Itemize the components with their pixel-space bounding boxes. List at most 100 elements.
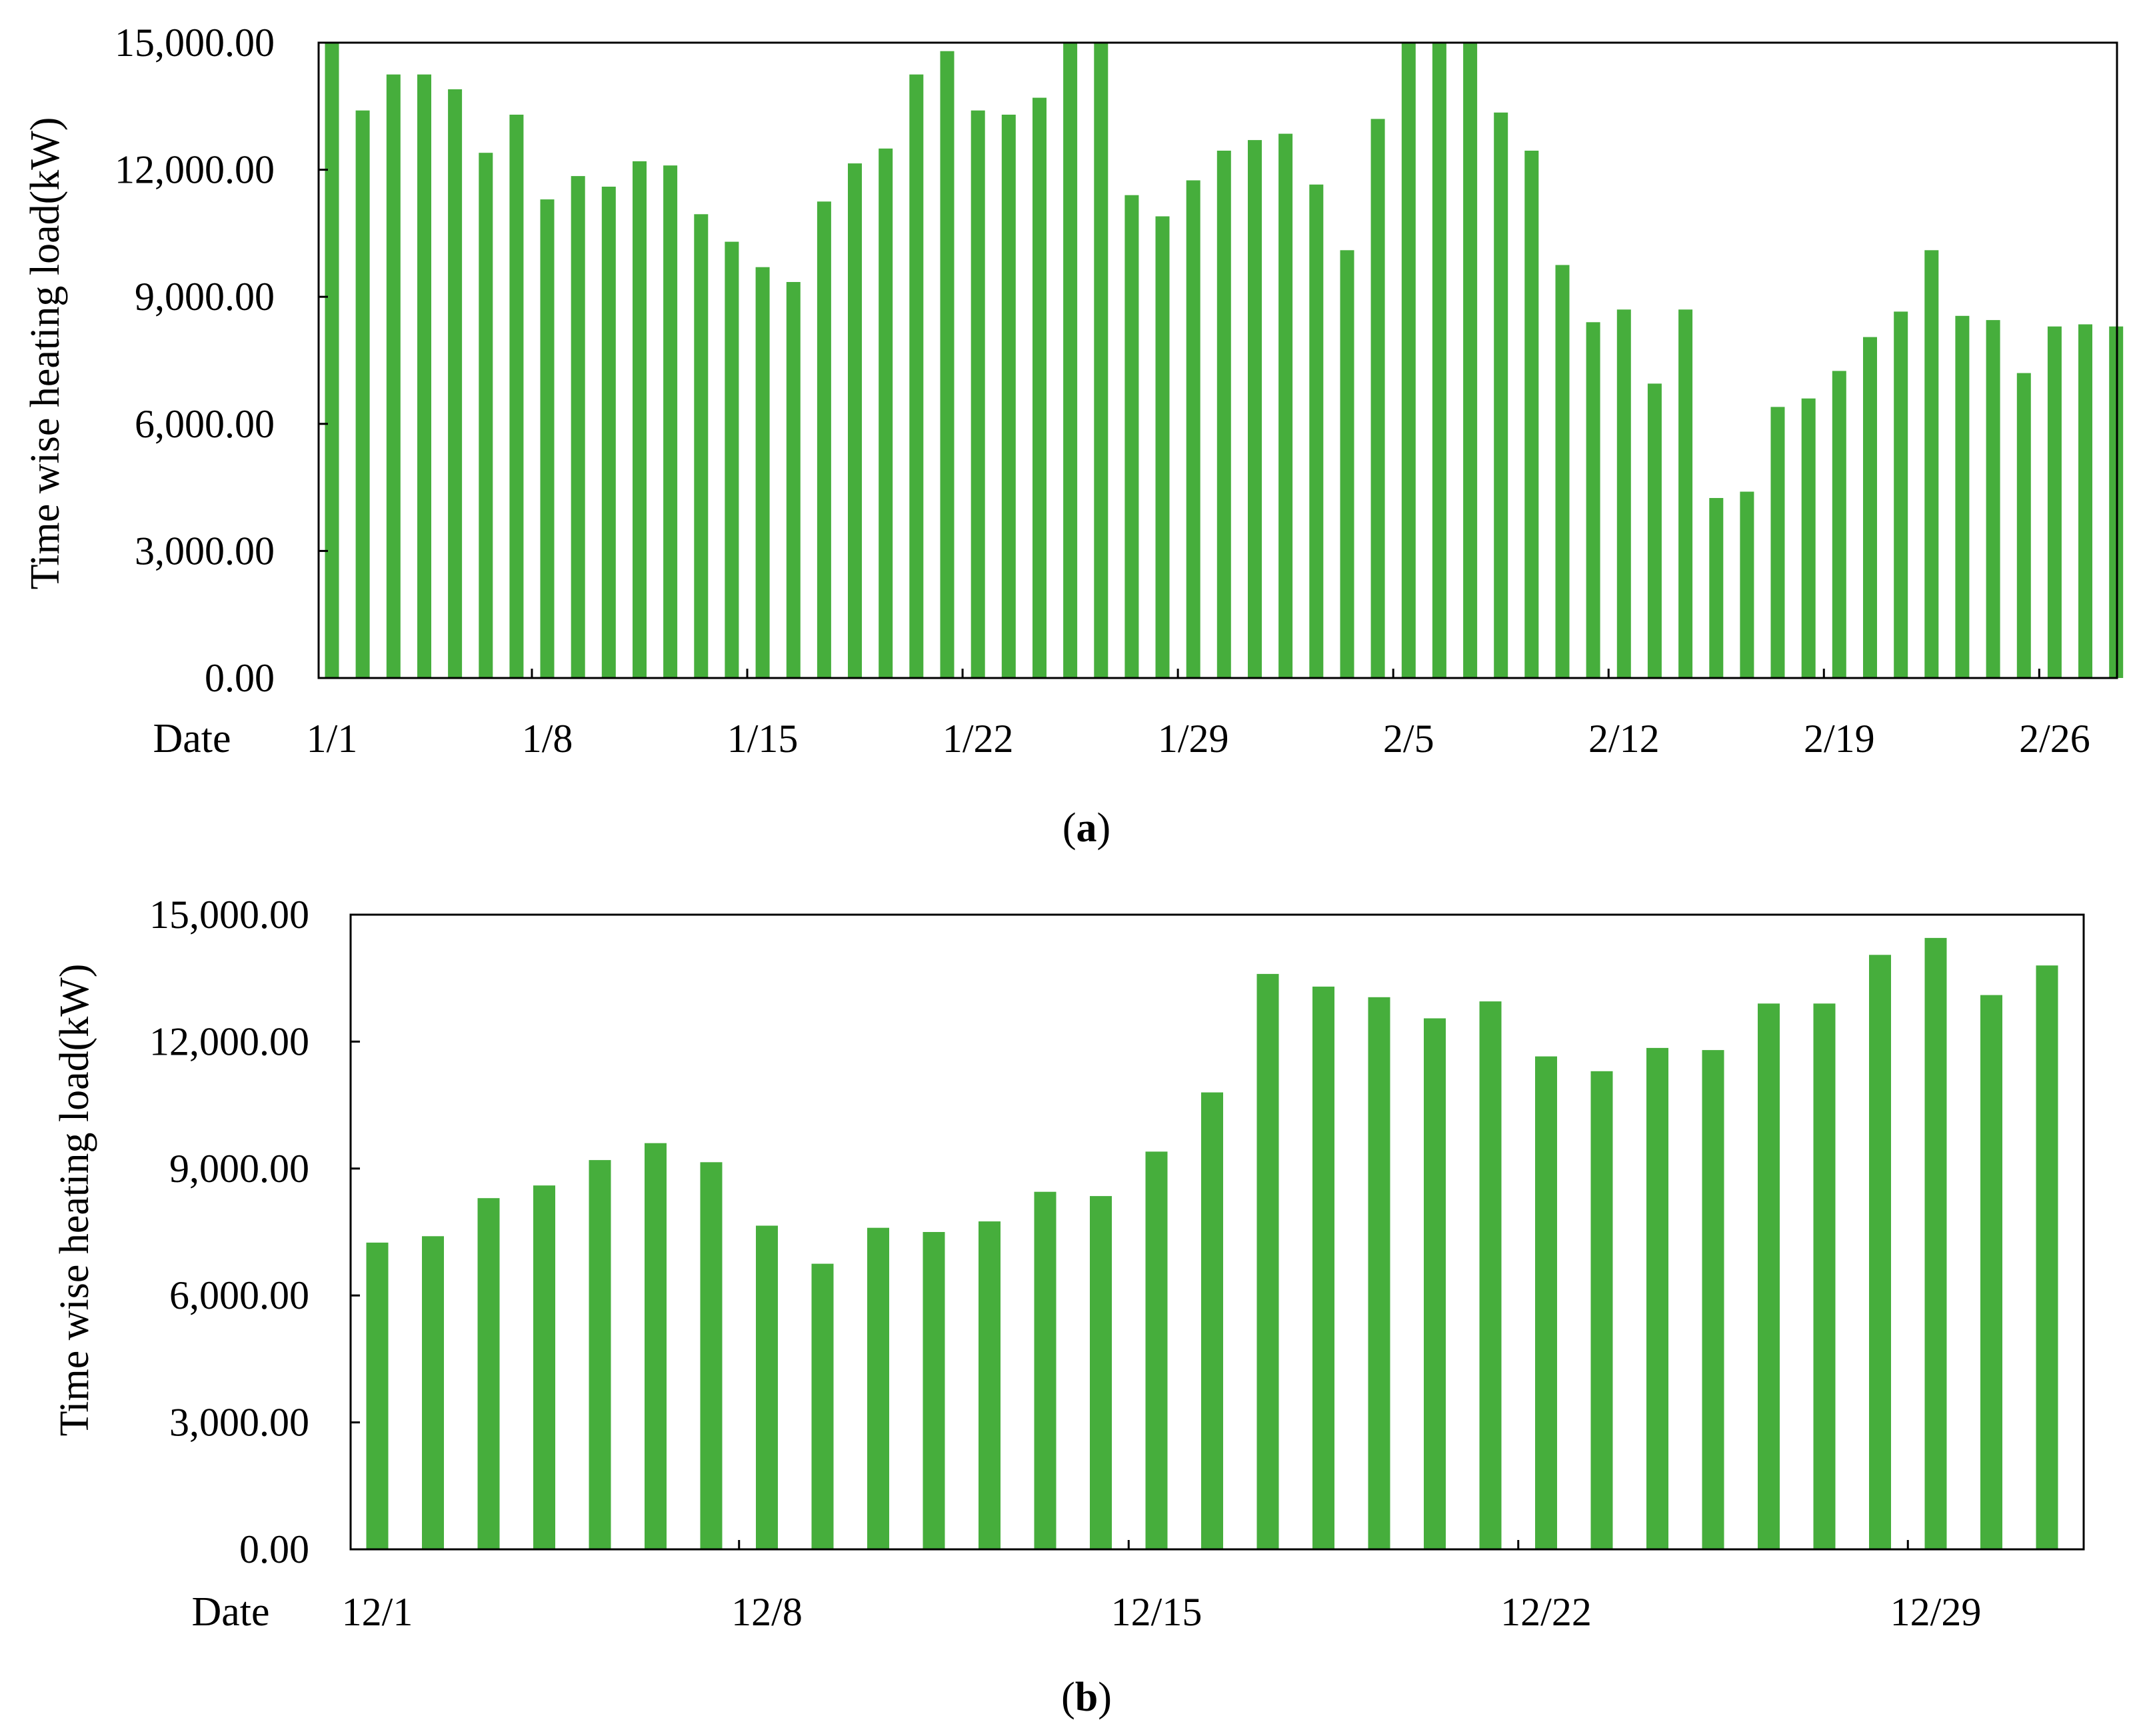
chart-a-bar [663, 165, 678, 678]
chart-a-bar [940, 51, 955, 678]
chart-a-y-tick-label: 0.00 [205, 656, 275, 700]
chart-a-bar [479, 153, 493, 678]
chart-a-bar [2047, 326, 2062, 678]
chart-a-bar [1309, 184, 1324, 678]
chart-a-y-tick-label: 6,000.00 [135, 402, 275, 446]
chart-a-x-tick-label: 2/12 [1588, 717, 1660, 761]
chart-a-plot-frame [317, 41, 2118, 679]
chart-b-x-tick-label: 12/8 [731, 1590, 803, 1634]
chart-a-x-tick-label: 1/15 [727, 717, 799, 761]
chart-a-bar [1001, 115, 1016, 678]
chart-b: Time wise heating load(kW) Date (b) 0.00… [52, 893, 2085, 1720]
chart-a-bar [1463, 43, 1478, 678]
chart-b-bar [1646, 1047, 1668, 1549]
chart-a-bar [1094, 43, 1108, 678]
chart-a-bar [848, 163, 862, 679]
chart-a-x-tick-label: 1/1 [307, 717, 358, 761]
chart-b-bar [1034, 1191, 1057, 1549]
chart-a-bar [540, 199, 555, 679]
chart-b-bar [1090, 1196, 1112, 1549]
chart-a-bar [1555, 265, 1570, 678]
chart-a-bar [1278, 133, 1293, 679]
chart-b-y-tick-label: 3,000.00 [169, 1401, 309, 1445]
chart-a-bar [1432, 43, 1446, 678]
chart-a-y-tick-label: 9,000.00 [135, 275, 275, 319]
chart-b-plot-frame [349, 913, 2085, 1551]
chart-b-y-tick-label: 6,000.00 [169, 1273, 309, 1317]
chart-a-bar [1186, 180, 1200, 678]
chart-a-x-tick-label: 2/19 [1804, 717, 1875, 761]
chart-b-x-tick-label: 12/29 [1890, 1590, 1982, 1634]
chart-b-y-tick-label: 9,000.00 [169, 1147, 309, 1191]
chart-b-bar [1869, 955, 1891, 1549]
chart-a-bar [1616, 309, 1631, 678]
chart-b-bar [756, 1225, 778, 1549]
chart-b-bars [366, 937, 2058, 1549]
chart-b-bar [1201, 1092, 1223, 1549]
chart-b-x-axis-title: Date [191, 1589, 269, 1635]
chart-a-bar [509, 115, 524, 678]
chart-a-bar [1586, 322, 1600, 678]
chart-a-y-tick-label: 3,000.00 [135, 529, 275, 573]
chart-a-x-tick-label: 2/5 [1383, 717, 1434, 761]
chart-b-bar [1256, 973, 1279, 1549]
chart-a-bar [1647, 383, 1662, 678]
chart-a-bar [1801, 398, 1816, 678]
chart-b-bar [1312, 986, 1334, 1549]
chart-a-x-tick-label: 2/26 [2019, 717, 2090, 761]
chart-a-bar [1740, 491, 1754, 678]
chart-b-bar [645, 1143, 667, 1549]
chart-a-bar [417, 74, 431, 678]
chart-b-bar [1479, 1001, 1502, 1549]
chart-a-y-tick-label: 15,000.00 [115, 21, 275, 65]
chart-a-bar [1770, 407, 1785, 678]
chart-a-bar [786, 282, 801, 678]
chart-a-bar [1524, 151, 1539, 678]
chart-b-bar [1535, 1056, 1557, 1549]
chart-b-bar [2036, 965, 2058, 1549]
chart-a-bar [1124, 195, 1139, 678]
chart-b-bar [867, 1227, 889, 1549]
chart-a-bar [1401, 43, 1416, 678]
chart-a-caption: (a) [1063, 805, 1110, 851]
chart-b-bar [1924, 937, 1947, 1549]
chart-a-bar [2016, 373, 2031, 678]
chart-b-caption: (b) [1061, 1675, 1112, 1720]
chart-a: Time wise heating load(kW) Date (a) 0.00… [23, 21, 2124, 851]
chart-a-bar [817, 201, 831, 679]
chart-b-bar [1424, 1018, 1446, 1549]
chart-b-bar [811, 1263, 834, 1549]
chart-b-bar [923, 1232, 945, 1549]
chart-a-bar [879, 148, 893, 679]
chart-a-bar [386, 74, 401, 678]
chart-a-x-tick-label: 1/29 [1158, 717, 1229, 761]
chart-b-bar [1980, 995, 2002, 1549]
chart-b-x-tick-label: 12/15 [1111, 1590, 1202, 1634]
chart-a-bar [909, 74, 924, 678]
chart-b-y-tick-label: 15,000.00 [149, 893, 309, 937]
chart-a-x-tick-label: 1/8 [522, 717, 573, 761]
chart-a-bar [755, 267, 770, 678]
chart-b-x-tick-label: 12/1 [342, 1590, 413, 1634]
chart-a-y-axis-title: Time wise heating load(kW) [23, 117, 68, 590]
chart-a-bar [1340, 250, 1354, 678]
chart-a-bar [571, 176, 585, 679]
chart-a-bar [971, 110, 985, 678]
chart-a-bar [1063, 43, 1078, 678]
chart-b-bar [533, 1185, 555, 1549]
chart-b-bar [700, 1162, 723, 1549]
chart-a-bar [2078, 324, 2092, 678]
chart-a-bar [1924, 250, 1939, 678]
chart-a-bar [1986, 320, 2000, 679]
chart-a-bar [355, 110, 370, 678]
chart-b-y-tick-label: 0.00 [239, 1527, 309, 1571]
chart-a-bar [325, 43, 339, 678]
chart-b-bar [589, 1160, 611, 1549]
chart-a-bar [725, 241, 739, 679]
chart-b-y-axis-title: Time wise heating load(kW) [52, 964, 97, 1437]
chart-b-bar [422, 1236, 444, 1549]
chart-a-bar [1370, 119, 1385, 678]
chart-a-bar [601, 187, 616, 678]
chart-b-bar [1368, 997, 1390, 1549]
